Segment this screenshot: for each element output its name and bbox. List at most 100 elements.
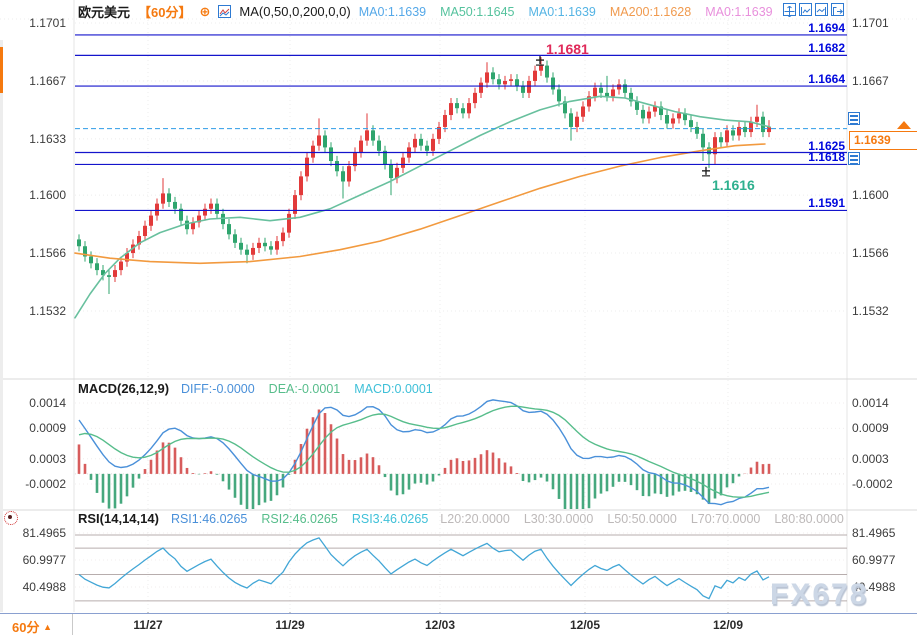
add-indicator-icon[interactable]: ⊕	[199, 4, 211, 19]
candlestick	[521, 86, 525, 93]
macd-legend: DIFF:-0.0000 DEA:-0.0001 MACD:0.0001	[181, 382, 433, 396]
sun-icon[interactable]	[4, 511, 18, 525]
candlestick	[401, 157, 405, 168]
macd-axis-label-left: 0.0009	[29, 421, 66, 436]
candlestick	[629, 92, 633, 102]
legend-value: L70:70.0000	[690, 511, 761, 526]
date-label: 12/05	[569, 618, 601, 632]
right-axis-chart-icon[interactable]	[815, 3, 828, 16]
rsi-line	[78, 537, 770, 600]
rsi-axis-label-right: 60.9977	[852, 553, 896, 567]
rsi-axis-label-right: 81.4965	[852, 526, 896, 540]
y-axis-label-right: 1.1667	[852, 73, 889, 88]
candlestick	[659, 106, 663, 116]
candlestick	[539, 65, 543, 71]
candlestick	[641, 109, 645, 119]
bottom-time-axis: 60分 ▲ 11/27 11/29 12/03 12/05 12/09	[0, 613, 917, 635]
candlestick	[635, 101, 639, 110]
candlestick	[269, 246, 273, 250]
watermark: FX678	[770, 578, 869, 611]
candlestick	[323, 135, 327, 148]
legend-value: MA200:1.1628	[609, 4, 692, 19]
y-axis-label-left: 1.1600	[29, 188, 66, 203]
candlestick	[209, 203, 213, 209]
candlestick	[731, 130, 735, 136]
y-axis-label-right: 1.1600	[852, 188, 889, 203]
candlestick	[227, 224, 231, 235]
date-label: 12/03	[424, 618, 456, 632]
candlestick	[419, 138, 423, 146]
candlestick	[557, 89, 561, 102]
candlestick	[191, 222, 195, 230]
candlestick	[503, 80, 507, 85]
candlestick	[461, 108, 465, 114]
high-price-annotation: 1.1681	[546, 41, 589, 57]
axis-handle-icon[interactable]	[848, 112, 860, 125]
timeframe-dropdown-arrow-icon: ▲	[43, 622, 53, 632]
exit-marker-icon[interactable]	[831, 3, 844, 16]
timeframe-selector-button[interactable]: 60分 ▲	[12, 617, 52, 635]
candlestick	[569, 113, 573, 127]
candlestick	[149, 215, 153, 226]
price-level-label: 1.1682	[808, 41, 845, 56]
candlestick	[77, 239, 81, 247]
low-price-annotation: 1.1616	[712, 177, 755, 193]
ma-chart-icon[interactable]	[218, 5, 232, 18]
candlestick	[101, 270, 105, 276]
candlestick	[713, 137, 717, 155]
candlestick	[113, 270, 117, 277]
candlestick	[443, 115, 447, 127]
date-label: 12/09	[712, 618, 744, 632]
macd-axis-label-right: 0.0014	[852, 396, 889, 410]
legend-value: L20:20.0000	[440, 511, 510, 526]
axis-handle-icon[interactable]	[848, 152, 860, 165]
candlestick	[179, 208, 183, 221]
ma-legend: MA0:1.1639 MA50:1.1645 MA0:1.1639 MA200:1.1…	[359, 5, 773, 19]
candlestick	[119, 261, 123, 271]
candlestick	[137, 236, 141, 245]
candlestick	[593, 87, 597, 97]
candlestick	[767, 126, 771, 133]
candlestick	[665, 115, 669, 124]
ma-line-MA50	[74, 95, 771, 319]
candlestick	[263, 242, 267, 247]
macd-axis-label-right: -0.0002	[852, 477, 893, 491]
candlestick	[275, 241, 279, 250]
vertical-scrollbar-thumb[interactable]	[0, 47, 3, 93]
candlestick	[623, 84, 627, 93]
y-axis-label-left: 1.1667	[29, 73, 66, 88]
legend-value: RSI3:46.0265	[351, 511, 429, 526]
candlestick	[413, 138, 417, 148]
candlestick	[533, 70, 537, 81]
candlestick	[185, 220, 189, 230]
left-axis-chart-icon[interactable]	[799, 3, 812, 16]
price-level-label: 1.1591	[808, 196, 845, 211]
rsi-axis-label-left: 60.9977	[22, 553, 66, 567]
rsi-legend: RSI1:46.0265 RSI2:46.0265 RSI3:46.0265	[171, 512, 428, 526]
candlestick	[389, 164, 393, 179]
candlestick	[617, 84, 621, 90]
candlestick	[377, 140, 381, 151]
candlestick	[239, 242, 243, 250]
symbol-title: 欧元美元	[78, 5, 131, 20]
candlestick	[515, 79, 519, 87]
macd-header: MACD(26,12,9) DIFF:-0.0000 DEA:-0.0001 MAC…	[78, 381, 433, 396]
y-axis-label-left: 1.1566	[29, 246, 66, 261]
price-level-label: 1.1694	[808, 20, 845, 35]
candlestick	[563, 101, 567, 114]
candlestick	[497, 79, 501, 85]
rsi-axis-label-left: 40.4988	[22, 580, 66, 594]
y-axis-label-right: 1.1566	[852, 246, 889, 261]
candlestick	[575, 116, 579, 127]
candlestick	[167, 193, 171, 202]
candlestick	[83, 246, 87, 257]
pan-tool-icon[interactable]	[783, 3, 796, 18]
legend-value: L30:30.0000	[523, 511, 594, 526]
candlestick	[719, 137, 723, 143]
candlestick	[125, 253, 129, 262]
current-price-tag: 1.1639	[849, 131, 917, 150]
candlestick	[431, 138, 435, 151]
candlestick	[437, 126, 441, 139]
macd-diff-line	[78, 399, 770, 506]
